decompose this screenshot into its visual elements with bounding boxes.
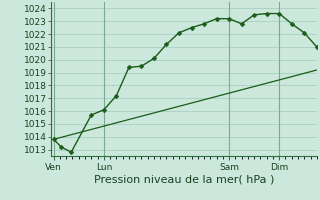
X-axis label: Pression niveau de la mer( hPa ): Pression niveau de la mer( hPa ) <box>94 175 274 185</box>
